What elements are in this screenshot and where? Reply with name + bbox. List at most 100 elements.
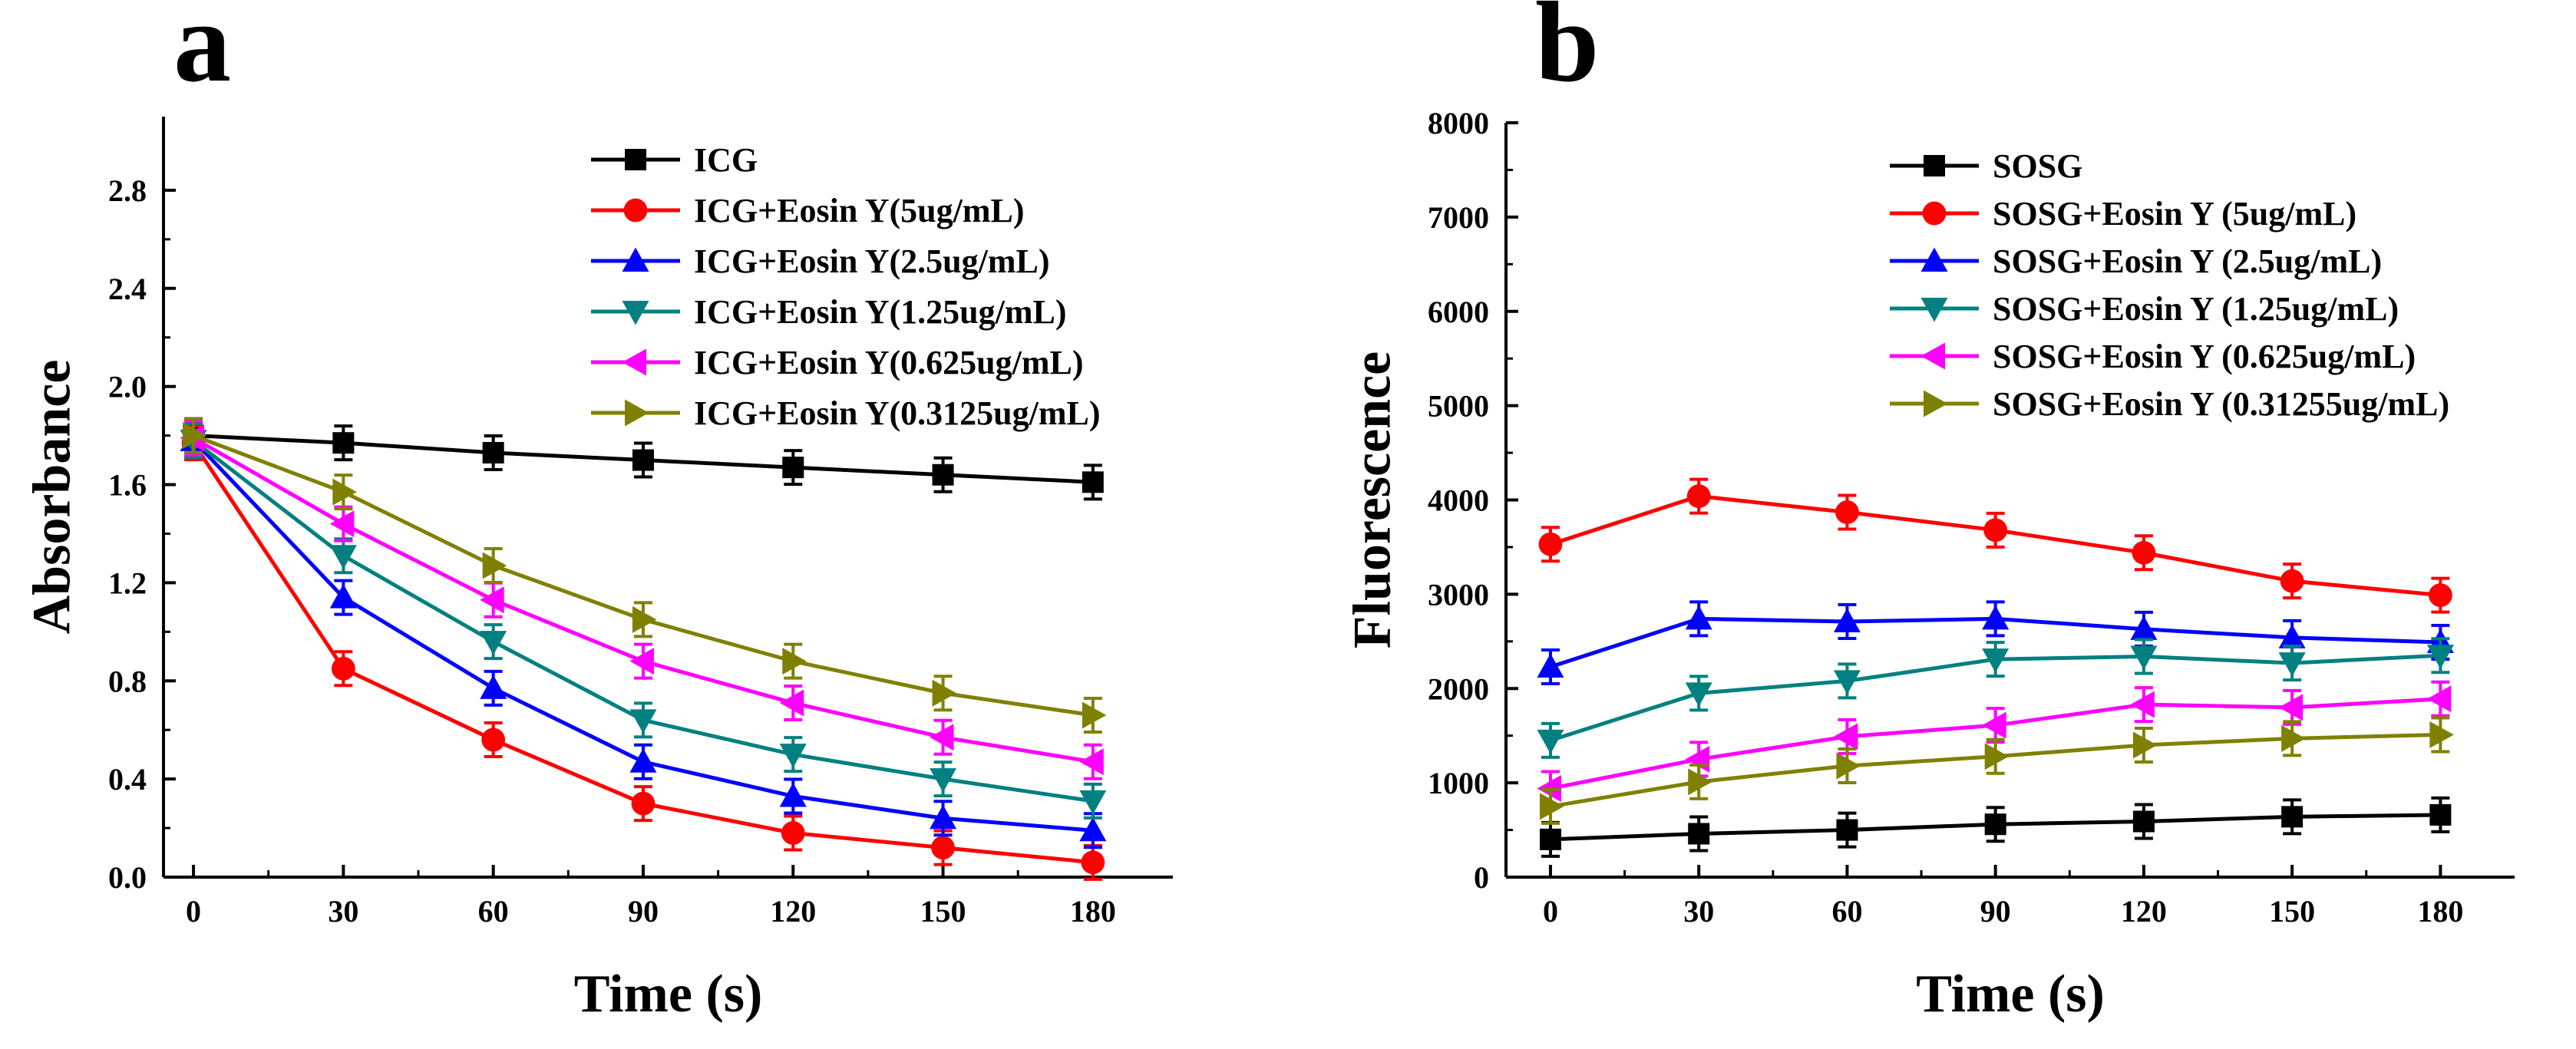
data-point <box>2130 691 2155 718</box>
data-point <box>2426 645 2454 669</box>
data-point <box>1833 723 1858 750</box>
legend-label: SOSG+Eosin Y (0.31255ug/mL) <box>1993 385 2449 423</box>
data-point <box>1982 605 2010 630</box>
data-point <box>1833 670 1861 694</box>
data-point <box>2429 803 2452 826</box>
y-tick-label: 7000 <box>1428 200 1489 235</box>
data-point <box>1984 743 2010 770</box>
x-tick-label: 150 <box>2269 894 2315 929</box>
data-point <box>1537 653 1564 678</box>
data-point <box>1688 823 1710 845</box>
legend-marker <box>1920 342 1945 370</box>
data-point <box>2278 694 2304 721</box>
data-point <box>1539 793 1564 820</box>
data-point <box>2281 806 2304 828</box>
legend-marker <box>1924 390 1948 417</box>
data-point <box>1079 748 1104 776</box>
y-tick-label: 8000 <box>1428 106 1489 140</box>
data-point <box>782 457 804 479</box>
legend-label: SOSG <box>1993 147 2082 185</box>
data-point <box>2132 731 2158 759</box>
chart-panel-b: b 0 1000 2000 3000 4000 5000 6000 7000 8000 0 30 60 9… <box>1343 0 2515 1024</box>
x-tick-label: 180 <box>2417 894 2463 929</box>
x-tick-label: 180 <box>1070 894 1116 929</box>
data-point <box>332 478 357 506</box>
data-point <box>2278 624 2306 648</box>
series-3 <box>180 421 1107 820</box>
data-point <box>1079 790 1107 815</box>
y-tick-label: 1.2 <box>108 566 147 600</box>
legend: ICG ICG+Eosin Y(5ug/mL) ICG+Eosin Y(2.5ug/… <box>591 141 1101 432</box>
x-tick-label: 60 <box>478 894 509 929</box>
data-point <box>1079 816 1107 842</box>
series-5 <box>183 417 1107 734</box>
data-point <box>1836 752 1861 780</box>
data-point <box>1836 819 1858 841</box>
legend-marker <box>625 399 649 427</box>
data-point <box>779 744 807 768</box>
x-tick-label: 0 <box>186 894 201 929</box>
data-point <box>1081 850 1105 875</box>
data-point <box>1686 484 1711 508</box>
x-tick-label: 0 <box>1543 894 1558 929</box>
data-point <box>329 545 357 569</box>
panel-letter: b <box>1535 0 1599 106</box>
x-tick-label: 120 <box>2121 894 2167 929</box>
data-point <box>482 552 507 579</box>
data-point <box>1538 532 1563 556</box>
data-point <box>183 422 207 450</box>
data-point <box>1835 500 1859 524</box>
legend-label: ICG <box>694 141 758 179</box>
data-point <box>632 449 654 471</box>
legend-label: ICG+Eosin Y(5ug/mL) <box>694 192 1025 229</box>
data-point <box>2426 685 2452 713</box>
y-tick-label: 2000 <box>1428 671 1489 706</box>
legend-marker <box>1920 247 1948 272</box>
x-tick-label: 120 <box>770 894 816 929</box>
data-point <box>2130 645 2158 670</box>
y-axis-title: Absorbance <box>23 360 82 635</box>
data-point <box>782 648 807 675</box>
legend-marker <box>1920 298 1948 322</box>
x-tick-label: 90 <box>628 894 659 929</box>
data-point <box>632 605 657 633</box>
y-tick-label: 3000 <box>1428 577 1489 612</box>
data-point <box>480 631 507 655</box>
data-point <box>781 821 805 845</box>
legend-marker <box>622 247 649 272</box>
y-tick-label: 0.4 <box>108 762 147 797</box>
data-point <box>2281 724 2306 752</box>
data-point <box>931 836 955 860</box>
data-point <box>932 463 954 486</box>
series-0 <box>183 417 1104 501</box>
x-axis-title: Time (s) <box>574 965 763 1024</box>
y-axis-title: Fluorescence <box>1343 351 1402 648</box>
data-point <box>329 510 355 538</box>
data-point <box>2428 583 2452 608</box>
data-point <box>930 724 954 751</box>
data-point <box>1685 682 1712 707</box>
y-tick-label: 0 <box>1474 860 1489 895</box>
data-point <box>2429 721 2454 748</box>
legend-label: ICG+Eosin Y(1.25ug/mL) <box>694 293 1067 331</box>
data-point <box>332 432 355 454</box>
data-point <box>1833 608 1861 633</box>
series-2 <box>180 421 1107 849</box>
data-point <box>329 584 357 609</box>
data-point <box>1983 518 2008 543</box>
y-tick-label: 1.6 <box>108 468 147 503</box>
data-point <box>481 727 506 752</box>
series-1 <box>1538 477 2452 614</box>
data-point <box>779 783 807 807</box>
x-tick-label: 30 <box>1683 894 1714 929</box>
data-point <box>629 748 657 773</box>
data-point <box>1537 729 1564 754</box>
legend-marker <box>622 301 649 325</box>
data-point <box>629 648 654 675</box>
legend: SOSG SOSG+Eosin Y (5ug/mL) SOSG+Eosin Y (2… <box>1890 147 2449 423</box>
x-tick-label: 90 <box>1980 894 2011 929</box>
data-point <box>932 679 957 707</box>
legend-marker <box>623 198 648 223</box>
